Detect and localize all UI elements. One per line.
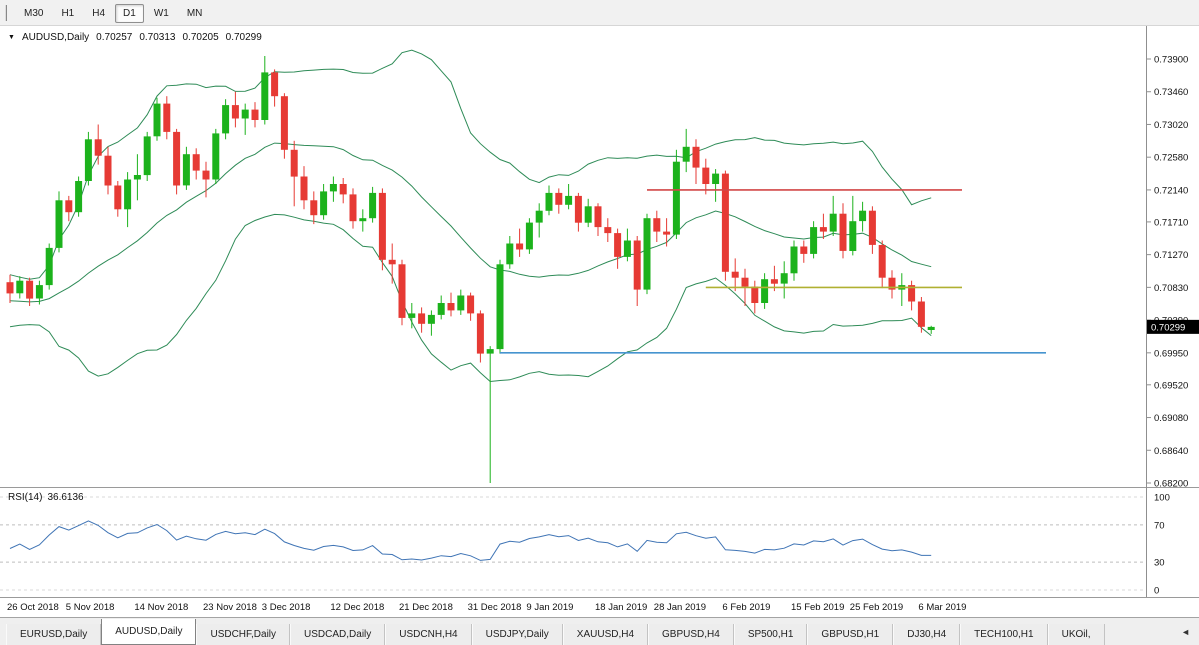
timeframe-button-mn[interactable]: MN (179, 4, 211, 23)
svg-text:0.70299: 0.70299 (1151, 322, 1185, 333)
price-axis-label: 0.73900 (1154, 55, 1188, 66)
price-axis-label: 0.69950 (1154, 348, 1188, 359)
price-axis-label: 0.68200 (1154, 479, 1188, 488)
date-label: 18 Jan 2019 (595, 602, 648, 613)
date-label: 21 Dec 2018 (399, 602, 453, 613)
rsi-axis-label: 100 (1154, 493, 1170, 504)
date-label: 6 Feb 2019 (722, 602, 771, 613)
chart-tab-tech100-h1[interactable]: TECH100,H1 (960, 624, 1048, 645)
timeframe-button-h1[interactable]: H1 (53, 4, 82, 23)
toolbar-grip[interactable] (5, 4, 10, 21)
date-label: 15 Feb 2019 (791, 602, 845, 613)
rsi-axis-label: 0 (1154, 586, 1159, 597)
date-label: 6 Mar 2019 (918, 602, 967, 613)
date-label: 26 Oct 2018 (7, 602, 59, 613)
rsi-line (9, 520, 932, 561)
price-axis-label: 0.73460 (1154, 87, 1188, 98)
date-label: 12 Dec 2018 (330, 602, 385, 613)
chart-tab-ukoil[interactable]: UKOil, (1047, 624, 1105, 645)
date-label: 14 Nov 2018 (134, 602, 189, 613)
candlesticks (6, 56, 935, 483)
timeframe-toolbar: M30 H1 H4 D1 W1 MN (0, 0, 1199, 26)
price-axis-label: 0.72140 (1154, 185, 1188, 196)
date-label: 28 Jan 2019 (653, 602, 707, 613)
chart-symbol-label: AUDUSD,Daily (21, 32, 90, 43)
price-axis-label: 0.72580 (1154, 153, 1188, 164)
current-price-badge (1147, 319, 1199, 334)
timeframe-button-w1[interactable]: W1 (146, 4, 177, 23)
rsi-chart[interactable]: 100 70 30 0 (0, 487, 1199, 597)
price-chart[interactable]: 0.73900 0.73460 0.73020 0.72580 0.72140 0.717… (0, 26, 1199, 487)
chart-tab-usdjpy-daily[interactable]: USDJPY,Daily (471, 624, 563, 645)
chart-tab-usdchf-daily[interactable]: USDCHF,Daily (196, 624, 291, 645)
chart-tab-audusd-daily[interactable]: AUDUSD,Daily (101, 619, 197, 645)
price-axis-label: 0.71710 (1154, 217, 1188, 228)
rsi-indicator-label: RSI(14) 36.6136 (8, 492, 84, 503)
date-label: 23 Nov 2018 (203, 602, 257, 613)
rsi-axis-label: 70 (1154, 520, 1165, 531)
timeframe-button-d1[interactable]: D1 (115, 3, 144, 23)
price-axis-label: 0.71270 (1154, 250, 1188, 261)
price-axis-label: 0.69080 (1154, 413, 1188, 424)
ohlc-high: 0.70313 (139, 32, 176, 43)
main-chart-panel: 0.73900 0.73460 0.73020 0.72580 0.72140 0.717… (0, 26, 1199, 487)
chart-tabs-bar: EURUSD,Daily AUDUSD,Daily USDCHF,Daily USDC… (0, 617, 1199, 645)
ohlc-open: 0.70257 (96, 32, 133, 43)
rsi-panel: 100 70 30 0 RSI(14) 36.6136 (0, 487, 1199, 597)
chart-tab-dj30-h4[interactable]: DJ30,H4 (893, 624, 961, 645)
date-label: 9 Jan 2019 (526, 602, 574, 613)
chart-dropdown-icon[interactable]: ▼ (8, 33, 15, 41)
bollinger-middle-band (9, 142, 932, 303)
rsi-name: RSI(14) (8, 492, 43, 503)
ohlc-close: 0.70299 (225, 32, 262, 43)
rsi-axis-label: 30 (1154, 558, 1165, 569)
chart-tab-eurusd-daily[interactable]: EURUSD,Daily (6, 624, 102, 645)
timeframe-buttons: M30 H1 H4 D1 W1 MN (15, 3, 211, 23)
chart-tab-gbpusd-h4[interactable]: GBPUSD,H4 (648, 624, 734, 645)
bollinger-bands (9, 49, 932, 383)
time-axis[interactable]: 26 Oct 2018 5 Nov 2018 14 Nov 2018 23 Nov 2… (0, 597, 1199, 617)
price-axis-label: 0.68640 (1154, 446, 1188, 457)
chart-tab-gbpusd-h1[interactable]: GBPUSD,H1 (807, 624, 894, 645)
date-label: 31 Dec 2018 (467, 602, 522, 613)
chart-tab-usdcad-daily[interactable]: USDCAD,Daily (290, 624, 386, 645)
chart-tab-xauusd-h4[interactable]: XAUUSD,H4 (562, 624, 649, 645)
chart-tab-sp500-h1[interactable]: SP500,H1 (733, 624, 808, 645)
price-axis-label: 0.73020 (1154, 120, 1188, 131)
price-axis-label: 0.70830 (1154, 283, 1188, 294)
tab-scroll-left-icon[interactable]: ◄ (1181, 626, 1190, 637)
chart-ohlc-header: ▼ AUDUSD,Daily 0.70257 0.70313 0.70205 0… (8, 32, 262, 43)
date-label: 5 Nov 2018 (65, 602, 115, 613)
bollinger-lower-band (9, 213, 932, 383)
ohlc-low: 0.70205 (182, 32, 219, 43)
timeframe-button-h4[interactable]: H4 (84, 4, 113, 23)
price-axis-label: 0.69520 (1154, 380, 1188, 391)
timeframe-button-m30[interactable]: M30 (16, 4, 51, 23)
bollinger-upper-band (9, 49, 932, 280)
date-label: 3 Dec 2018 (261, 602, 311, 613)
rsi-value: 36.6136 (47, 492, 84, 503)
date-label: 25 Feb 2019 (849, 602, 904, 613)
chart-tab-usdcnh-h4[interactable]: USDCNH,H4 (385, 624, 472, 645)
